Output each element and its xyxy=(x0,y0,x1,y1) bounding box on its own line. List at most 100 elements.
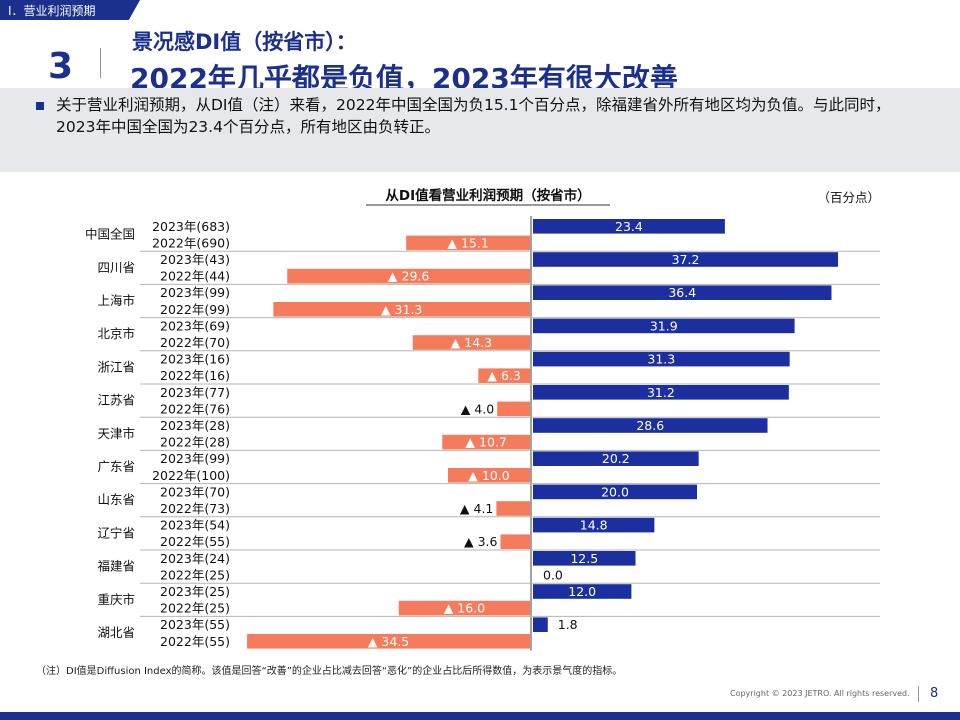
row-label: 2022年(55) xyxy=(160,634,230,649)
summary-text: 关于营业利润预期，从DI值（注）来看，2022年中国全国为负15.1个百分点，除… xyxy=(56,96,891,136)
bar-2023 xyxy=(533,318,795,334)
data-label: ▲ 14.3 xyxy=(451,335,492,350)
data-label: 28.6 xyxy=(636,418,664,433)
row-label: 2023年(69) xyxy=(160,318,230,333)
section-tag-label: Ⅰ．营业利润预期 xyxy=(8,4,96,18)
data-label: 0.0 xyxy=(543,567,563,582)
row-label: 2022年(25) xyxy=(160,567,230,582)
row-label: 2023年(16) xyxy=(160,352,230,367)
group-label: 福建省 xyxy=(97,559,135,574)
data-label: ▲ 29.6 xyxy=(388,269,429,284)
data-label: 12.0 xyxy=(568,584,596,599)
footnote: （注）DI值是Diffusion Index的简称。该值是回答“改善”的企业占比… xyxy=(36,666,623,677)
group-label: 上海市 xyxy=(97,293,135,308)
bottom-bar xyxy=(0,712,960,720)
bar-2022 xyxy=(442,434,530,450)
data-label: 12.5 xyxy=(570,551,598,566)
section-tag: Ⅰ．营业利润预期 xyxy=(0,0,140,20)
data-label: 23.4 xyxy=(615,219,643,234)
row-label: 2022年(25) xyxy=(160,601,230,616)
row-label: 2022年(44) xyxy=(160,269,230,284)
group-label: 天津市 xyxy=(97,426,135,441)
row-label: 2023年(25) xyxy=(160,584,230,599)
group-label: 广东省 xyxy=(97,459,135,474)
page-number: 8 xyxy=(930,686,939,701)
data-label: 20.2 xyxy=(602,451,630,466)
data-label: ▲ 31.3 xyxy=(381,302,422,317)
row-label: 2022年(100) xyxy=(152,468,230,483)
bar-2023 xyxy=(533,252,839,267)
row-label: 2023年(28) xyxy=(160,418,230,433)
bar-2023 xyxy=(533,517,655,533)
data-label: 36.4 xyxy=(668,285,696,300)
row-label: 2022年(16) xyxy=(160,368,230,383)
bar-2022 xyxy=(500,534,530,549)
data-label: ▲ 10.7 xyxy=(465,435,506,450)
title-line-1: 景况感DI值（按省市）： xyxy=(132,30,357,54)
di-bar-chart: 从DI值看营业利润预期（按省市） （百分点） 中国全国 2023年(683) 23.4 2… xyxy=(85,187,880,651)
data-label: ▲ 34.5 xyxy=(368,634,409,649)
data-label: ▲ 4.1 xyxy=(460,501,493,516)
data-label: ▲ 15.1 xyxy=(447,235,488,250)
data-label: 31.3 xyxy=(647,352,675,367)
bar-2023 xyxy=(533,451,699,466)
footer-divider xyxy=(918,686,919,702)
bar-2023 xyxy=(533,551,636,566)
summary-box: 关于营业利润预期，从DI值（注）来看，2022年中国全国为负15.1个百分点，除… xyxy=(0,88,960,172)
data-label: 1.8 xyxy=(558,617,578,632)
bar-2023 xyxy=(533,285,832,300)
row-label: 2022年(99) xyxy=(160,302,230,317)
bar-2023 xyxy=(533,385,789,400)
group-label: 山东省 xyxy=(97,492,135,507)
row-label: 2023年(24) xyxy=(160,551,230,566)
bar-2023 xyxy=(533,351,790,367)
row-label: 2023年(99) xyxy=(160,285,230,300)
data-label: ▲ 16.0 xyxy=(444,601,485,616)
bar-2023 xyxy=(533,484,697,500)
title-divider xyxy=(100,48,101,78)
group-label: 北京市 xyxy=(97,326,135,341)
bar-2022 xyxy=(448,468,530,483)
row-label: 2022年(690) xyxy=(152,235,230,250)
data-label: 14.8 xyxy=(580,518,608,533)
bar-2022 xyxy=(406,235,530,251)
chart-title: 从DI值看营业利润预期（按省市） xyxy=(385,187,590,204)
row-label: 2022年(76) xyxy=(160,401,230,416)
bar-2023 xyxy=(533,584,632,599)
bar-2022 xyxy=(287,268,530,284)
slide-number: 3 xyxy=(48,46,74,87)
bullet-icon xyxy=(36,102,44,110)
row-label: 2022年(73) xyxy=(160,501,230,516)
bar-2023 xyxy=(533,219,725,234)
bar-2022 xyxy=(398,600,530,616)
group-label: 江苏省 xyxy=(97,393,135,408)
row-label: 2023年(43) xyxy=(160,252,230,267)
group-label: 四川省 xyxy=(97,260,135,275)
bar-2023 xyxy=(533,418,768,433)
data-label: ▲ 4.0 xyxy=(461,401,495,416)
row-label: 2023年(683) xyxy=(152,219,230,234)
data-label: 31.9 xyxy=(650,318,678,333)
bar-2022 xyxy=(478,368,530,383)
row-label: 2022年(70) xyxy=(160,335,230,350)
group-label: 浙江省 xyxy=(97,359,135,374)
group-label: 重庆市 xyxy=(97,592,135,607)
data-label: ▲ 6.3 xyxy=(487,368,520,383)
row-label: 2023年(54) xyxy=(160,518,230,533)
bar-2023 xyxy=(533,617,548,632)
copyright: Copyright © 2023 JETRO. All rights reser… xyxy=(730,689,910,698)
row-label: 2023年(55) xyxy=(160,617,230,632)
data-label: 20.0 xyxy=(601,484,629,499)
bar-2022 xyxy=(412,335,530,350)
row-label: 2023年(99) xyxy=(160,451,230,466)
row-label: 2023年(70) xyxy=(160,484,230,499)
data-label: 37.2 xyxy=(672,252,700,267)
row-label: 2022年(28) xyxy=(160,435,230,450)
row-label: 2022年(55) xyxy=(160,534,230,549)
group-label: 中国全国 xyxy=(85,227,135,242)
data-label: ▲ 10.0 xyxy=(468,468,509,483)
data-label: 31.2 xyxy=(647,385,675,400)
data-label: ▲ 3.6 xyxy=(464,534,498,549)
bar-2022 xyxy=(247,634,530,649)
bar-2022 xyxy=(496,501,530,516)
